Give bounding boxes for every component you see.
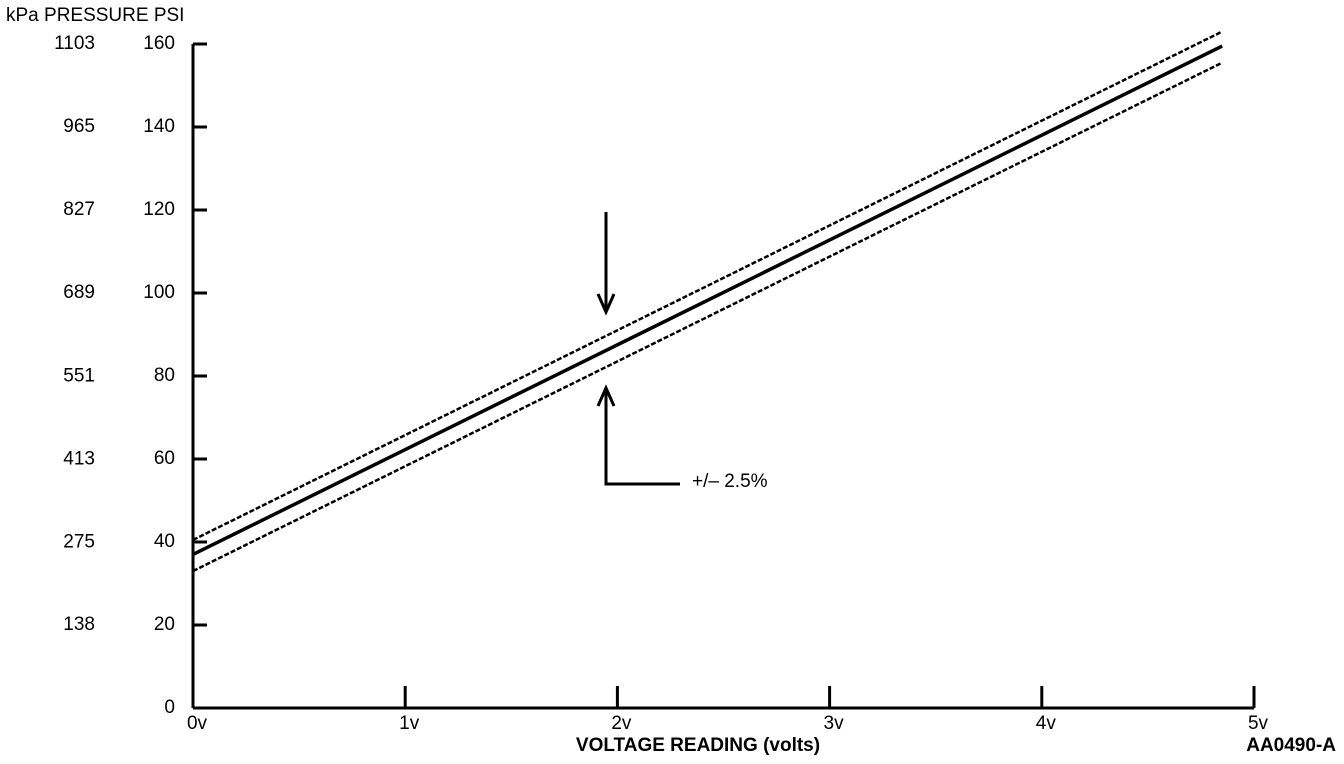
arrow-up	[604, 390, 680, 486]
y2-tick-label: 138	[63, 614, 95, 635]
y2-tick-label: 689	[63, 282, 95, 303]
y2-tick-label: 827	[63, 199, 95, 220]
y-tick-label: 100	[143, 282, 175, 303]
y-tick-label: 80	[154, 365, 175, 386]
figure-code: AA0490-A	[1246, 735, 1336, 756]
annotation-arrows	[596, 212, 680, 486]
x-tick-label: 2v	[611, 713, 632, 734]
x-axis-title: VOLTAGE READING (volts)	[576, 735, 820, 756]
y-tick-label: 40	[154, 531, 175, 552]
y-axis-title: kPa PRESSURE PSI	[6, 5, 184, 26]
x-tick-label: 0v	[187, 713, 208, 734]
x-tick-label: 1v	[399, 713, 420, 734]
y-tick-label: 60	[154, 448, 175, 469]
y2-tick-label: 413	[63, 448, 95, 469]
y-tick-label: 0	[164, 697, 175, 718]
arrow-head	[596, 293, 616, 316]
y2-tick-label: 275	[63, 531, 95, 552]
y-tick-label: 120	[143, 199, 175, 220]
x-tick-label: 3v	[824, 713, 845, 734]
y-tick-label: 20	[154, 614, 175, 635]
y2-tick-label: 551	[63, 365, 95, 386]
line-series	[192, 30, 1223, 542]
line-series	[192, 61, 1223, 573]
x-tick-label: 5v	[1248, 713, 1269, 734]
annotation: +/– 2.5%	[692, 471, 768, 492]
y2-tick-label: 1103	[54, 33, 95, 54]
x-tick-label: 4v	[1036, 713, 1057, 734]
line-series	[192, 44, 1223, 557]
arrow-head	[596, 384, 616, 407]
y-tick-label: 160	[143, 33, 175, 54]
y2-tick-label: 965	[63, 116, 95, 137]
y-tick-label: 140	[143, 116, 175, 137]
